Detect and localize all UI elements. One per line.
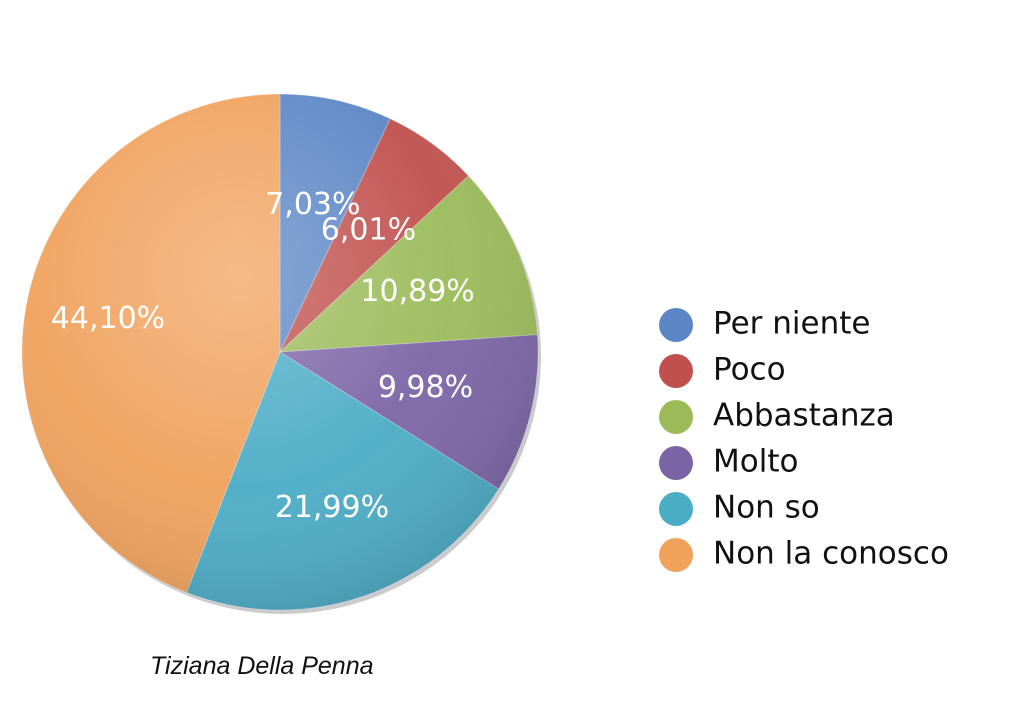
legend-label-molto: Molto	[713, 444, 798, 480]
legend-marker-poco	[659, 354, 693, 388]
legend: Per niente Poco Abbastanza Molto Non so Non l…	[659, 306, 949, 572]
legend-marker-molto	[659, 446, 693, 480]
data-label-non-la-conosco: 44,10%	[51, 301, 165, 336]
legend-label-poco: Poco	[713, 352, 786, 388]
legend-marker-abbastanza	[659, 400, 693, 434]
pie-slices	[21, 93, 541, 614]
legend-label-non-so: Non so	[713, 490, 820, 526]
legend-label-non-la-conosco: Non la conosco	[713, 536, 949, 572]
data-label-molto: 9,98%	[378, 370, 473, 405]
author-credit: Tiziana Della Penna	[150, 652, 374, 680]
legend-marker-non-so	[659, 492, 693, 526]
data-label-abbastanza: 10,89%	[360, 274, 474, 309]
data-label-poco: 6,01%	[321, 212, 416, 247]
legend-label-abbastanza: Abbastanza	[713, 398, 895, 434]
data-label-per-niente: 7,03%	[265, 187, 360, 222]
legend-marker-non-la-conosco	[659, 538, 693, 572]
data-label-non-so: 21,99%	[275, 490, 389, 525]
legend-label-per-niente: Per niente	[713, 306, 870, 342]
pie-data-labels: 7,03%6,01% 10,89% 9,98% 21,99% 44,10%	[51, 187, 475, 525]
legend-marker-per-niente	[659, 308, 693, 342]
